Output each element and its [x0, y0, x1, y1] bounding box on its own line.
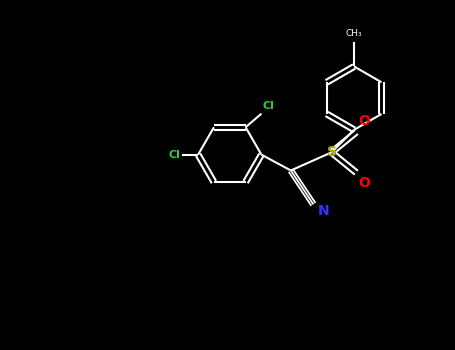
Text: CH₃: CH₃	[346, 29, 363, 38]
Text: O: O	[359, 176, 370, 190]
Text: Cl: Cl	[168, 150, 180, 160]
Text: S: S	[327, 145, 337, 159]
Text: N: N	[318, 204, 329, 218]
Text: Cl: Cl	[263, 102, 275, 111]
Text: O: O	[359, 114, 370, 128]
